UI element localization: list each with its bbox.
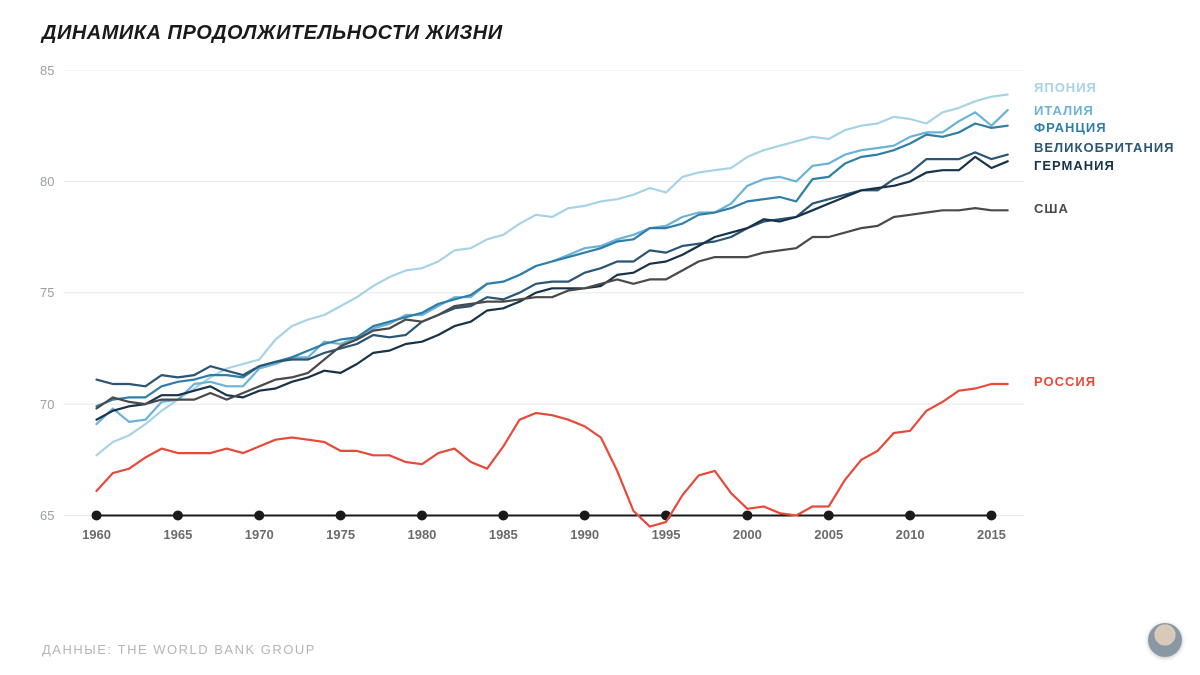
x-tick-label: 1985 <box>489 527 518 542</box>
x-tick-label: 1975 <box>326 527 355 542</box>
chart-plot-area <box>64 70 1024 560</box>
series-label-uk: ВЕЛИКОБРИТАНИЯ <box>1034 140 1175 155</box>
x-tick-label: 1990 <box>570 527 599 542</box>
y-tick-label: 70 <box>40 397 54 412</box>
series-label-france: ФРАНЦИЯ <box>1034 120 1107 135</box>
chart-title: ДИНАМИКА ПРОДОЛЖИТЕЛЬНОСТИ ЖИЗНИ <box>42 22 503 45</box>
x-tick-label: 1995 <box>652 527 681 542</box>
chart-svg <box>64 70 1024 560</box>
x-tick-label: 2015 <box>977 527 1006 542</box>
x-tick-label: 1965 <box>163 527 192 542</box>
x-tick-label: 1960 <box>82 527 111 542</box>
series-label-russia: РОССИЯ <box>1034 374 1096 389</box>
y-tick-label: 85 <box>40 63 54 78</box>
source-label: ДАННЫЕ: THE WORLD BANK GROUP <box>42 642 316 657</box>
x-tick-label: 1970 <box>245 527 274 542</box>
y-tick-label: 75 <box>40 285 54 300</box>
x-tick-label: 2010 <box>896 527 925 542</box>
series-label-italy: ИТАЛИЯ <box>1034 103 1094 118</box>
series-label-japan: ЯПОНИЯ <box>1034 80 1097 95</box>
x-tick-label: 2005 <box>814 527 843 542</box>
series-label-germany: ГЕРМАНИЯ <box>1034 158 1115 173</box>
series-label-usa: США <box>1034 201 1069 216</box>
y-tick-label: 80 <box>40 174 54 189</box>
x-tick-label: 1980 <box>407 527 436 542</box>
chart-container: ДИНАМИКА ПРОДОЛЖИТЕЛЬНОСТИ ЖИЗНИ 65 70 75 8… <box>0 0 1200 675</box>
y-tick-label: 65 <box>40 508 54 523</box>
x-tick-label: 2000 <box>733 527 762 542</box>
avatar <box>1148 623 1182 657</box>
